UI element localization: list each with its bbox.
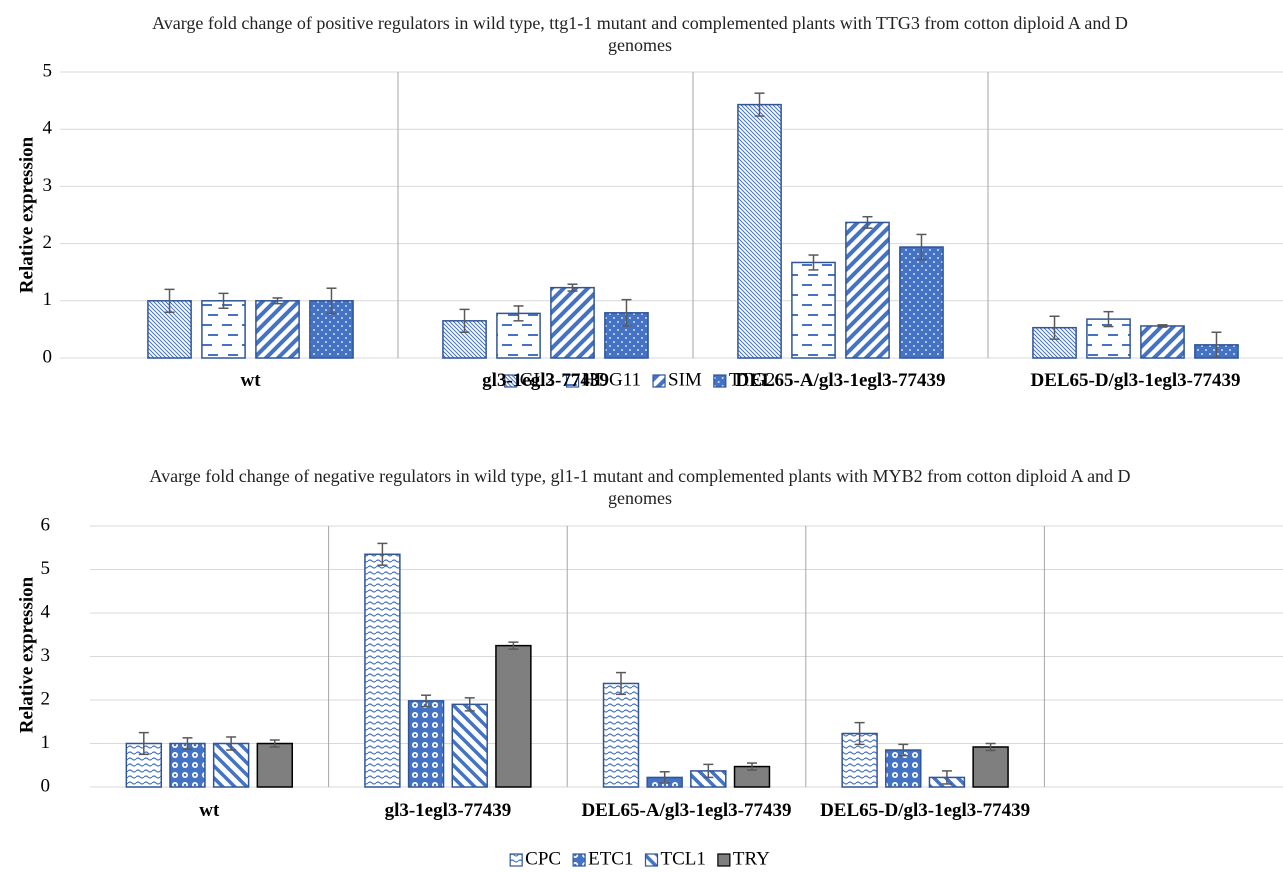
- error-bar: [269, 739, 280, 748]
- y-tick-label: 5: [43, 60, 53, 81]
- bar: [791, 261, 836, 359]
- bar: [407, 700, 445, 788]
- y-tick-label: 0: [41, 775, 51, 796]
- legend-label: CPC: [525, 848, 561, 869]
- y-tick-label: 3: [43, 175, 53, 196]
- error-bar: [898, 743, 909, 757]
- legend-label: ETC1: [588, 848, 633, 869]
- y-tick-label: 6: [41, 514, 51, 535]
- bar: [255, 300, 300, 359]
- chart-title: Avarge fold change of positive regulator…: [152, 13, 1128, 55]
- x-tick-label: DEL65-D/gl3-1egl3-77439: [820, 800, 1031, 821]
- bar: [737, 103, 782, 359]
- y-tick-label: 5: [41, 558, 51, 579]
- legend-label: HDG11: [582, 369, 641, 390]
- legend: GL2 HDG11 SIM TTG2: [504, 369, 775, 390]
- y-tick-label: 2: [41, 688, 51, 709]
- y-axis-title: Relative expression: [16, 136, 37, 293]
- error-bar: [754, 92, 765, 117]
- x-tick-label: DEL65-A/gl3-1egl3-77439: [735, 370, 946, 391]
- error-bar: [1157, 324, 1168, 328]
- error-bar: [218, 292, 229, 309]
- error-bar: [862, 215, 873, 229]
- error-bar: [1103, 310, 1114, 328]
- bar: [169, 742, 206, 788]
- bar: [451, 703, 488, 788]
- bar: [602, 682, 640, 788]
- error-bar: [164, 288, 175, 313]
- error-bar: [326, 287, 337, 315]
- bar: [845, 221, 890, 359]
- error-bar: [916, 233, 927, 261]
- y-axis-title: Relative expression: [16, 576, 37, 733]
- error-bar: [421, 694, 432, 708]
- bar: [1140, 325, 1185, 359]
- error-bar: [941, 770, 952, 785]
- error-bar: [808, 254, 819, 271]
- bar: [256, 742, 294, 788]
- bar: [201, 300, 246, 359]
- error-bar: [621, 298, 632, 327]
- legend-swatch: [504, 374, 518, 388]
- legend-label: TCL1: [660, 848, 705, 869]
- error-bar: [513, 305, 524, 322]
- error-bar: [659, 771, 670, 784]
- x-tick-label: wt: [199, 800, 220, 821]
- legend: CPC ETC1 TCL1 TRY: [509, 848, 770, 869]
- error-bar: [459, 308, 470, 334]
- error-bar: [272, 297, 283, 305]
- error-bar: [1049, 315, 1060, 340]
- legend-swatch: [644, 853, 659, 867]
- error-bar: [138, 731, 149, 756]
- x-tick-label: gl3-1egl3-77439: [482, 370, 609, 391]
- x-tick-label: DEL65-D/gl3-1egl3-77439: [1030, 370, 1241, 391]
- y-tick-label: 3: [41, 645, 51, 666]
- y-tick-label: 1: [43, 289, 53, 310]
- y-tick-label: 2: [43, 232, 53, 253]
- legend-label: TTG2: [729, 369, 775, 390]
- x-tick-label: gl3-1egl3-77439: [384, 800, 512, 821]
- x-tick-label: wt: [240, 370, 261, 391]
- error-bar: [703, 763, 714, 779]
- error-bar: [746, 762, 757, 771]
- chart-title: Avarge fold change of negative regulator…: [149, 466, 1131, 508]
- error-bar: [854, 721, 865, 746]
- bar: [550, 286, 595, 359]
- x-tick-label: DEL65-A/gl3-1egl3-77439: [581, 800, 792, 821]
- legend-swatch: [572, 853, 586, 867]
- error-bar: [1211, 331, 1222, 359]
- y-tick-label: 1: [41, 732, 51, 753]
- legend-label: SIM: [668, 369, 702, 390]
- error-bar: [985, 742, 996, 752]
- legend-swatch: [713, 374, 727, 388]
- error-bar: [226, 736, 237, 751]
- y-tick-label: 4: [41, 601, 51, 622]
- bar: [899, 246, 944, 359]
- bar: [972, 746, 1009, 788]
- y-tick-label: 0: [43, 346, 53, 367]
- bar: [495, 644, 532, 788]
- legend-swatch: [565, 374, 580, 388]
- error-bar: [567, 283, 578, 292]
- legend-swatch: [717, 853, 731, 867]
- legend-swatch: [652, 374, 666, 388]
- error-bar: [464, 697, 475, 712]
- error-bar: [616, 671, 627, 696]
- error-bar: [508, 641, 519, 650]
- bar: [364, 553, 401, 788]
- legend-swatch: [509, 853, 523, 867]
- error-bar: [182, 737, 193, 750]
- y-tick-label: 4: [43, 118, 53, 139]
- legend-label: TRY: [733, 848, 770, 869]
- error-bar: [377, 542, 388, 566]
- legend-label: GL2: [520, 369, 555, 390]
